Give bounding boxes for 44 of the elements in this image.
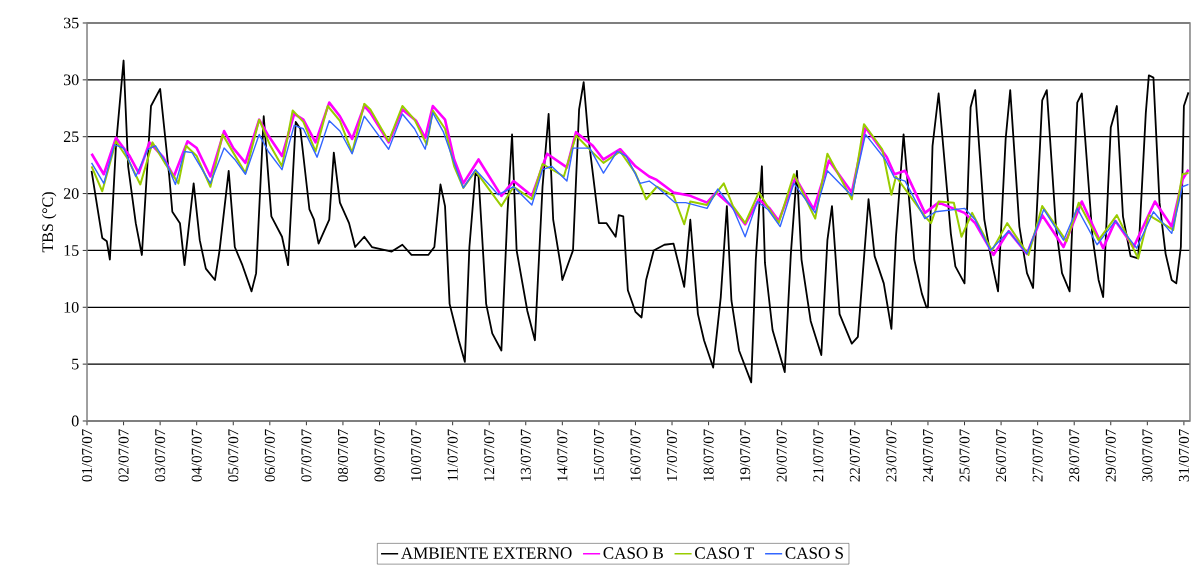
x-tick-label: 31/07/07 bbox=[1178, 429, 1189, 482]
x-tick-label: 25/07/07 bbox=[959, 429, 970, 482]
x-tick-label: 08/07/07 bbox=[337, 429, 349, 482]
x-tick-label: 29/07/07 bbox=[1105, 429, 1116, 482]
x-tick-label: 24/07/07 bbox=[922, 429, 934, 482]
x-tick-label: 15/07/07 bbox=[593, 429, 604, 481]
legend-label: CASO S bbox=[785, 547, 843, 559]
x-tick-label: 16/07/07 bbox=[630, 429, 641, 481]
x-tick-label: 27/07/07 bbox=[1032, 429, 1043, 482]
x-tick-label: 07/07/07 bbox=[301, 429, 312, 482]
x-tick-label: 04/07/07 bbox=[191, 429, 202, 482]
x-tick-label: 06/07/07 bbox=[264, 429, 275, 482]
x-tick-label: 12/07/07 bbox=[484, 429, 495, 481]
x-tick-label: 10/07/07 bbox=[411, 429, 422, 481]
y-tick-label: 0 bbox=[71, 415, 79, 427]
y-tick-label: 35 bbox=[63, 17, 79, 29]
x-tick-label: 23/07/07 bbox=[886, 429, 897, 482]
y-tick-label: 10 bbox=[64, 301, 79, 313]
x-tick-label: 05/07/07 bbox=[228, 429, 239, 482]
x-tick-label: 18/07/07 bbox=[703, 429, 714, 481]
x-tick-label: 21/07/07 bbox=[813, 429, 824, 482]
x-tick-label: 17/07/07 bbox=[666, 429, 678, 481]
y-tick-label: 20 bbox=[63, 188, 79, 199]
legend-label: CASO T bbox=[695, 547, 755, 559]
x-tick-label: 02/07/07 bbox=[118, 429, 129, 482]
x-tick-label: 11/07/07 bbox=[447, 429, 458, 481]
y-axis-title: TBS (°C) bbox=[41, 192, 57, 253]
x-tick-label: 14/07/07 bbox=[557, 429, 568, 481]
x-tick-label: 03/07/07 bbox=[155, 429, 166, 482]
y-tick-label: 30 bbox=[63, 74, 79, 86]
legend-label: AMBIENTE EXTERNO bbox=[401, 547, 572, 559]
x-tick-label: 26/07/07 bbox=[996, 429, 1007, 482]
x-tick-label: 28/07/07 bbox=[1069, 429, 1080, 482]
x-tick-label: 30/07/07 bbox=[1142, 429, 1153, 482]
x-tick-label: 20/07/07 bbox=[776, 429, 787, 482]
x-tick-label: 19/07/07 bbox=[740, 429, 751, 481]
y-tick-label: 5 bbox=[72, 358, 79, 370]
x-tick-label: 22/07/07 bbox=[849, 429, 860, 482]
x-tick-label: 13/07/07 bbox=[520, 429, 531, 481]
x-tick-label: 01/07/07 bbox=[81, 429, 93, 482]
y-tick-label: 25 bbox=[63, 131, 79, 143]
legend-label: CASO B bbox=[603, 547, 663, 559]
x-tick-label: 09/07/07 bbox=[374, 429, 385, 482]
y-tick-label: 15 bbox=[64, 245, 79, 256]
